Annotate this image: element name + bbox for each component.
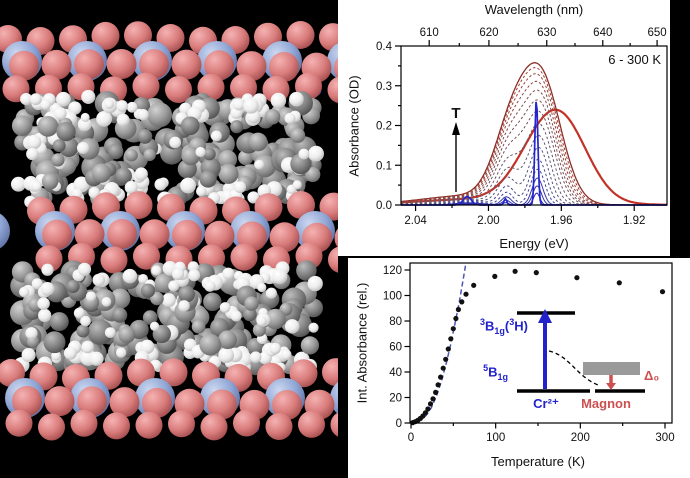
svg-text:200: 200 — [571, 432, 590, 444]
absorbance-spectra-chart: 2.04 2.00 1.96 1.92 610 620 630 640 650 0.0 0.1 0.2… — [376, 27, 668, 227]
svg-text:60: 60 — [389, 342, 402, 354]
temperature-axis-title: Temperature (K) — [491, 454, 585, 469]
data-point — [492, 273, 498, 279]
svg-text:0.2: 0.2 — [376, 121, 392, 133]
int-absorbance-axis-title: Int. Absorbance (rel.) — [354, 282, 370, 404]
fit-line — [410, 263, 467, 423]
spectrum-6K — [401, 101, 667, 206]
data-point — [453, 315, 459, 322]
data-point — [616, 280, 622, 286]
data-point — [443, 356, 449, 362]
data-point — [440, 365, 446, 371]
svg-text:0.3: 0.3 — [376, 81, 392, 93]
svg-text:0.1: 0.1 — [376, 160, 392, 172]
data-point — [445, 346, 451, 352]
svg-text:2.04: 2.04 — [404, 215, 427, 227]
data-point — [471, 282, 477, 288]
data-point — [659, 289, 666, 295]
spectra-series — [400, 62, 667, 206]
energy-level-inset — [517, 309, 645, 393]
crystal-structure-image — [0, 0, 338, 478]
svg-text:630: 630 — [537, 27, 556, 39]
spectrum-80K — [400, 122, 667, 206]
data-point — [425, 406, 431, 412]
integrated-absorbance-chart: 0 100 200 300 0 20 40 60 80 100 120 — [383, 262, 675, 444]
svg-text:1.96: 1.96 — [550, 215, 572, 227]
energy-axis-title: Energy (eV) — [499, 236, 569, 251]
organic-layer — [9, 260, 324, 376]
absorbance-axis-title: Absorbance (OD) — [346, 75, 362, 177]
svg-text:T: T — [451, 105, 460, 122]
data-point — [455, 306, 461, 313]
data-point — [433, 389, 439, 395]
data-point — [448, 336, 454, 342]
data-point — [435, 382, 441, 388]
svg-text:0: 0 — [396, 418, 402, 430]
data-point — [533, 270, 539, 276]
spectrum-140K — [400, 89, 667, 206]
temperature-arrow: T — [451, 105, 461, 192]
svg-text:20: 20 — [389, 393, 402, 405]
integrated-absorbance-panel: 0 100 200 300 0 20 40 60 80 100 120 Int. Absorbanc… — [348, 258, 690, 478]
svg-text:0.4: 0.4 — [376, 41, 393, 53]
svg-text:1.92: 1.92 — [623, 215, 645, 227]
data-point — [427, 401, 434, 407]
excited-state-label: 3B1g(3H) — [480, 317, 528, 336]
data-point — [430, 396, 436, 402]
svg-text:120: 120 — [383, 265, 402, 277]
svg-text:640: 640 — [593, 27, 612, 39]
data-point — [438, 374, 444, 380]
magnon-gap-label: Δ₀ — [644, 368, 660, 383]
axes — [395, 40, 668, 211]
svg-text:650: 650 — [647, 27, 666, 39]
ground-state-label: 5B1g — [483, 363, 508, 382]
magnon-label: Magnon — [581, 396, 631, 411]
ion-label: Cr²⁺ — [533, 396, 559, 411]
svg-text:620: 620 — [479, 27, 498, 39]
svg-text:100: 100 — [486, 432, 505, 444]
data-point — [450, 326, 456, 332]
metal-halide-layer — [0, 21, 338, 104]
svg-text:610: 610 — [420, 27, 439, 39]
magnon-band — [583, 362, 640, 375]
svg-text:100: 100 — [383, 291, 402, 303]
svg-text:300: 300 — [655, 432, 674, 444]
coupling-dashed-curve — [548, 350, 599, 386]
data-point — [463, 291, 469, 297]
data-point — [422, 410, 428, 416]
svg-text:80: 80 — [389, 316, 402, 328]
metal-halide-layer — [0, 191, 338, 274]
data-point — [574, 275, 580, 281]
spectrum-60K — [401, 135, 667, 206]
spectrum-120K — [401, 99, 667, 206]
absorbance-spectra-panel: 2.04 2.00 1.96 1.92 610 620 630 640 650 0.0 0.1 0.2… — [338, 0, 670, 256]
svg-text:2.00: 2.00 — [477, 215, 499, 227]
wavelength-axis-title: Wavelength (nm) — [484, 2, 584, 17]
svg-text:0.0: 0.0 — [376, 200, 392, 212]
svg-text:40: 40 — [389, 367, 402, 379]
data-point — [459, 299, 465, 305]
temperature-range-annotation: 6 - 300 K — [608, 52, 661, 67]
data-point — [512, 268, 518, 274]
svg-text:0: 0 — [408, 432, 414, 444]
metal-halide-layer — [0, 358, 338, 441]
axes — [404, 262, 673, 429]
